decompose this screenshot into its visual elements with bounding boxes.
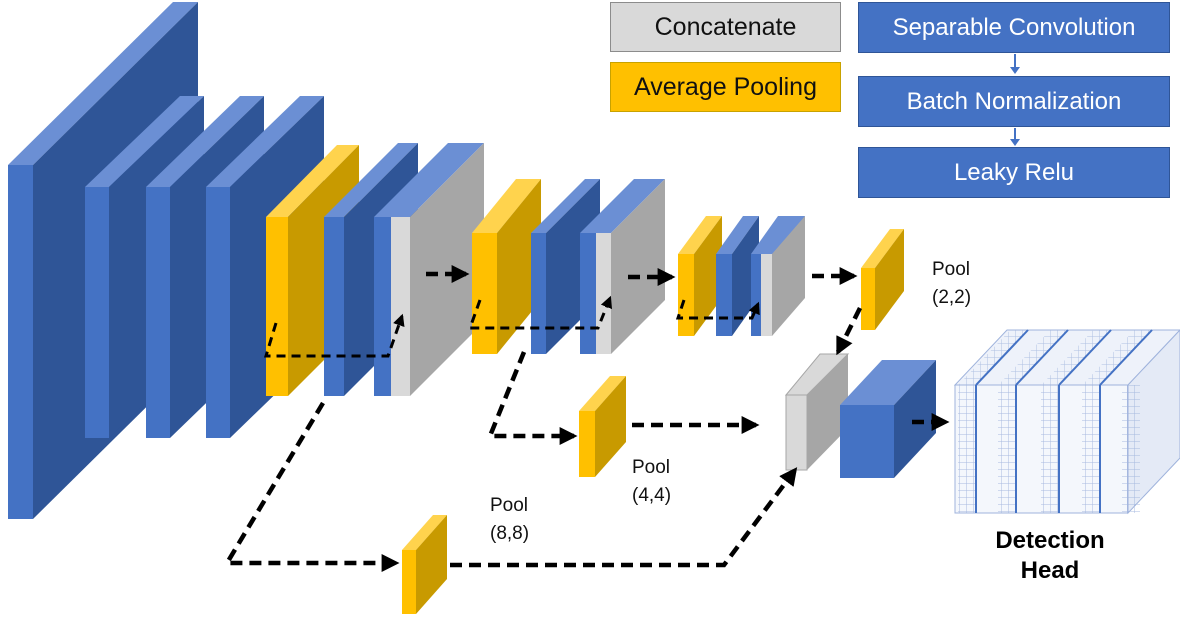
arrow-branch-to-pool88 bbox=[223, 401, 400, 572]
pool-4x4-label-name: Pool bbox=[632, 457, 671, 478]
legend-average-pooling: Average Pooling bbox=[610, 62, 841, 112]
merge-concat-block bbox=[784, 353, 850, 471]
pool-2x2-label-size: (2,2) bbox=[932, 287, 972, 308]
arrow-branch-to-pool44 bbox=[486, 351, 578, 445]
concat-layer-3 bbox=[751, 216, 805, 336]
pool-8x8-label-name: Pool bbox=[490, 495, 529, 516]
final-conv-block bbox=[840, 360, 936, 478]
legend-batch-normalization: Batch Normalization bbox=[858, 76, 1170, 127]
detection-head-label: Detection Head bbox=[975, 526, 1125, 586]
avg-pool-layer-3 bbox=[678, 216, 722, 336]
legend-concatenate: Concatenate bbox=[610, 2, 841, 52]
pool-2x2-label-name: Pool bbox=[932, 259, 971, 280]
detection-head-label-line2: Head bbox=[1020, 557, 1080, 584]
skip-path-2 bbox=[467, 295, 613, 330]
detection-head-cube bbox=[953, 329, 1180, 515]
legend-separable-convolution: Separable Convolution bbox=[858, 2, 1170, 53]
concat-layer-1 bbox=[374, 143, 484, 396]
block-flow-arrow-1 bbox=[1010, 54, 1020, 74]
block-flow-arrow-2 bbox=[1010, 128, 1020, 146]
pool-4x4-block bbox=[579, 376, 626, 477]
legend-leaky-relu: Leaky Relu bbox=[858, 147, 1170, 198]
pool-2x2-label: Pool (2,2) bbox=[932, 256, 971, 312]
pool-8x8-label-size: (8,8) bbox=[490, 523, 530, 544]
pool-4x4-label: Pool (4,4) bbox=[632, 454, 671, 510]
detection-head-label-line1: Detection bbox=[995, 527, 1105, 554]
pool-8x8-block bbox=[402, 515, 447, 614]
avg-pool-layer-2 bbox=[472, 179, 541, 354]
pool-2x2-block bbox=[861, 229, 904, 330]
pool-8x8-label: Pool (8,8) bbox=[490, 492, 529, 548]
pool-4x4-label-size: (4,4) bbox=[632, 485, 672, 506]
skip-path-1 bbox=[263, 313, 405, 358]
concat-layer-2 bbox=[580, 179, 665, 354]
arrow-pool88-to-merge bbox=[450, 467, 798, 568]
arrow-pool22-to-merge bbox=[835, 306, 863, 356]
